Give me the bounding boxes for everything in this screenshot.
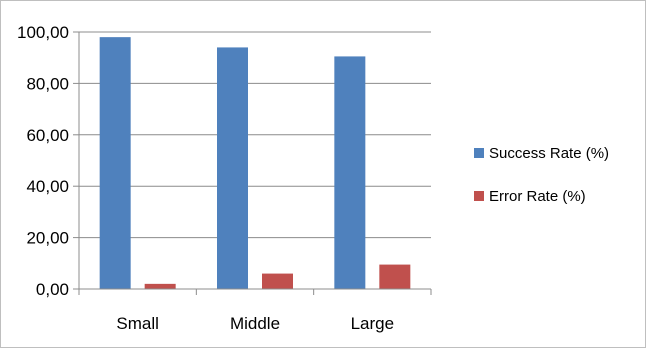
bar-error-rate-middle xyxy=(262,273,293,289)
legend-swatch xyxy=(474,148,484,158)
x-tick-label: Small xyxy=(116,314,159,333)
legend: Success Rate (%) Error Rate (%) xyxy=(474,145,609,205)
legend-label: Success Rate (%) xyxy=(489,145,609,162)
y-tick-label: 60,00 xyxy=(26,126,69,145)
y-tick-label: 40,00 xyxy=(26,177,69,196)
legend-swatch xyxy=(474,191,484,201)
bar-error-rate-small xyxy=(144,283,176,289)
bar-success-rate-small xyxy=(99,37,131,289)
x-tick-label: Large xyxy=(351,314,394,333)
x-tick-label: Middle xyxy=(230,314,280,333)
bar-success-rate-large xyxy=(334,56,366,289)
bar-success-rate-middle xyxy=(217,47,248,289)
bars xyxy=(99,37,411,289)
axes xyxy=(73,31,432,295)
bar-error-rate-large xyxy=(379,264,411,289)
y-tick-label: 80,00 xyxy=(26,74,69,93)
y-tick-label: 100,00 xyxy=(17,23,69,42)
y-tick-label: 20,00 xyxy=(26,229,69,248)
axis-labels: 0,00 20,00 40,00 60,00 80,00 100,00 Small Middl… xyxy=(17,23,394,333)
legend-label: Error Rate (%) xyxy=(489,188,586,205)
y-tick-label: 0,00 xyxy=(36,280,69,299)
gridlines xyxy=(79,31,431,239)
